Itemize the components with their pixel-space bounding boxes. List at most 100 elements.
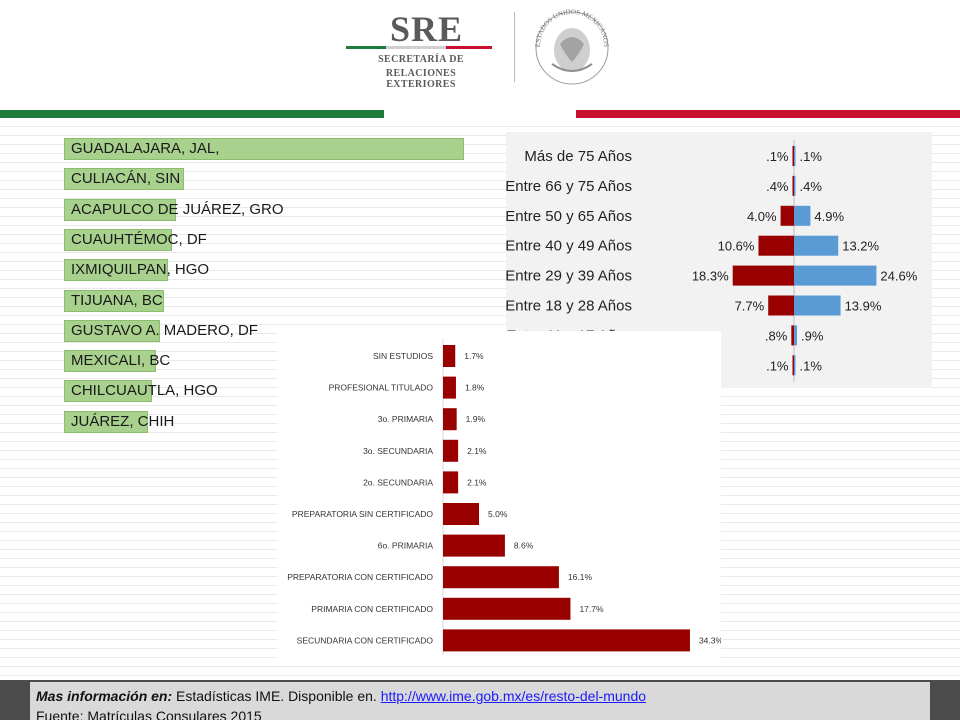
red-band bbox=[576, 110, 960, 118]
age-value-right: 24.6% bbox=[880, 269, 917, 284]
age-label: Entre 29 y 39 Años bbox=[506, 268, 632, 285]
edu-value: 8.6% bbox=[514, 541, 534, 551]
age-value-left: 7.7% bbox=[735, 299, 765, 314]
logo-line-red bbox=[446, 46, 492, 49]
logo-line-white bbox=[386, 46, 446, 49]
footer-lead: Mas información en: bbox=[36, 688, 173, 704]
edu-bar bbox=[443, 597, 571, 620]
edu-bar bbox=[443, 534, 505, 557]
age-bar-left bbox=[768, 295, 794, 316]
age-value-right: .9% bbox=[801, 328, 824, 343]
age-label: Más de 75 Años bbox=[524, 148, 632, 165]
edu-label: 6o. PRIMARIA bbox=[378, 541, 434, 551]
footer-source: Fuente: Matrículas Consulares 2015 bbox=[36, 708, 262, 720]
city-bar bbox=[64, 380, 152, 403]
city-label: IXMIQUILPAN, HGO bbox=[71, 261, 210, 279]
edu-bar bbox=[443, 471, 459, 494]
age-bar-right bbox=[794, 235, 839, 256]
age-label: Entre 50 y 65 Años bbox=[506, 208, 632, 225]
city-bar bbox=[64, 289, 164, 312]
edu-label: PRIMARIA CON CERTIFICADO bbox=[311, 604, 433, 614]
sre-logo-text: SRE bbox=[390, 9, 464, 49]
header: SRE SECRETARÍA DE RELACIONES EXTERIORES … bbox=[0, 0, 960, 118]
edu-label: PROFESIONAL TITULADO bbox=[329, 383, 434, 393]
age-bar-right bbox=[794, 265, 877, 286]
edu-value: 2.1% bbox=[467, 446, 487, 456]
city-bar bbox=[64, 410, 148, 433]
logo-line-green bbox=[346, 46, 386, 49]
edu-bar bbox=[443, 566, 559, 589]
age-value-left: .1% bbox=[766, 358, 789, 373]
age-value-right: 4.9% bbox=[814, 209, 844, 224]
age-bar-right bbox=[794, 355, 796, 376]
age-bar-right bbox=[794, 295, 841, 316]
edu-label: PREPARATORIA CON CERTIFICADO bbox=[287, 572, 433, 582]
edu-value: 2.1% bbox=[467, 477, 487, 487]
age-value-left: 18.3% bbox=[692, 269, 729, 284]
age-value-right: .1% bbox=[800, 149, 823, 164]
city-bar bbox=[64, 198, 176, 221]
city-label: CUAUHTÉMOC, DF bbox=[71, 230, 207, 248]
edu-value: 17.7% bbox=[579, 604, 604, 614]
edu-bar bbox=[443, 408, 457, 431]
city-bar bbox=[64, 319, 160, 342]
age-value-left: 10.6% bbox=[718, 239, 755, 254]
green-band bbox=[0, 110, 384, 118]
logo-subtitle-2: RELACIONES EXTERIORES bbox=[385, 68, 457, 90]
city-label: TIJUANA, BC bbox=[71, 291, 163, 309]
edu-value: 5.0% bbox=[488, 509, 508, 519]
edu-value: 16.1% bbox=[568, 572, 593, 582]
edu-value: 1.9% bbox=[466, 414, 486, 424]
edu-bar bbox=[443, 439, 459, 462]
edu-bar bbox=[443, 376, 456, 399]
city-label: CULIACÁN, SIN bbox=[71, 170, 181, 188]
city-bar bbox=[64, 228, 172, 251]
education-chart-svg: SIN ESTUDIOS 1.7% PROFESIONAL TITULADO 1.8%… bbox=[287, 339, 724, 655]
footer-info-line: Mas información en: Estadísticas IME. Di… bbox=[36, 688, 646, 704]
edu-label: 3o. SECUNDARIA bbox=[363, 446, 433, 456]
age-bar-left bbox=[792, 355, 794, 376]
age-label: Entre 66 y 75 Años bbox=[506, 178, 632, 195]
city-label: MEXICALI, BC bbox=[71, 352, 171, 370]
age-value-right: .1% bbox=[800, 358, 823, 373]
city-label: ACAPULCO DE JUÁREZ, GRO bbox=[71, 200, 284, 218]
age-bar-left bbox=[780, 205, 794, 226]
edu-bar bbox=[443, 629, 690, 652]
edu-value: 34.3% bbox=[699, 635, 721, 645]
logo-divider bbox=[514, 12, 515, 82]
age-label: Entre 18 y 28 Años bbox=[506, 298, 632, 315]
age-value-right: 13.2% bbox=[842, 239, 879, 254]
edu-bar bbox=[443, 503, 479, 525]
age-value-right: 13.9% bbox=[845, 299, 882, 314]
age-bar-right bbox=[794, 175, 796, 196]
age-bar-left bbox=[792, 146, 794, 166]
city-label: CHILCUAUTLA, HGO bbox=[71, 382, 218, 400]
age-bar-left bbox=[758, 235, 794, 256]
footer: Mas información en: Estadísticas IME. Di… bbox=[0, 680, 960, 720]
age-bar-right bbox=[794, 205, 811, 226]
footer-box: Mas información en: Estadísticas IME. Di… bbox=[30, 682, 930, 720]
age-bar-left bbox=[792, 175, 794, 196]
age-value-right: .4% bbox=[800, 179, 823, 194]
city-label: JUÁREZ, CHIH bbox=[71, 412, 175, 430]
age-value-left: .1% bbox=[766, 149, 789, 164]
age-label: Entre 40 y 49 Años bbox=[506, 238, 632, 255]
age-bar-right bbox=[794, 146, 796, 166]
national-seal-icon: ESTADOS UNIDOS MEXICANOS bbox=[534, 8, 610, 85]
footer-link[interactable]: http://www.ime.gob.mx/es/resto-del-mundo bbox=[380, 688, 647, 704]
age-value-left: .8% bbox=[765, 328, 788, 343]
city-bar bbox=[64, 259, 168, 282]
city-bar bbox=[64, 168, 184, 191]
edu-label: 2o. SECUNDARIA bbox=[363, 477, 433, 487]
footer-text: Estadísticas IME. Disponible en. bbox=[172, 688, 381, 704]
education-chart: SIN ESTUDIOS 1.7% PROFESIONAL TITULADO 1.8%… bbox=[277, 331, 724, 660]
edu-label: SIN ESTUDIOS bbox=[373, 351, 433, 361]
age-bar-left bbox=[732, 265, 794, 286]
age-bar-right bbox=[794, 325, 798, 346]
age-value-left: 4.0% bbox=[747, 209, 777, 224]
city-label: GUSTAVO A. MADERO, DF bbox=[71, 321, 258, 339]
city-label: GUADALAJARA, JAL, bbox=[71, 140, 220, 157]
edu-label: 3o. PRIMARIA bbox=[378, 414, 434, 424]
logo-subtitle-1: SECRETARÍA DE bbox=[378, 54, 464, 65]
edu-label: PREPARATORIA SIN CERTIFICADO bbox=[292, 509, 433, 519]
